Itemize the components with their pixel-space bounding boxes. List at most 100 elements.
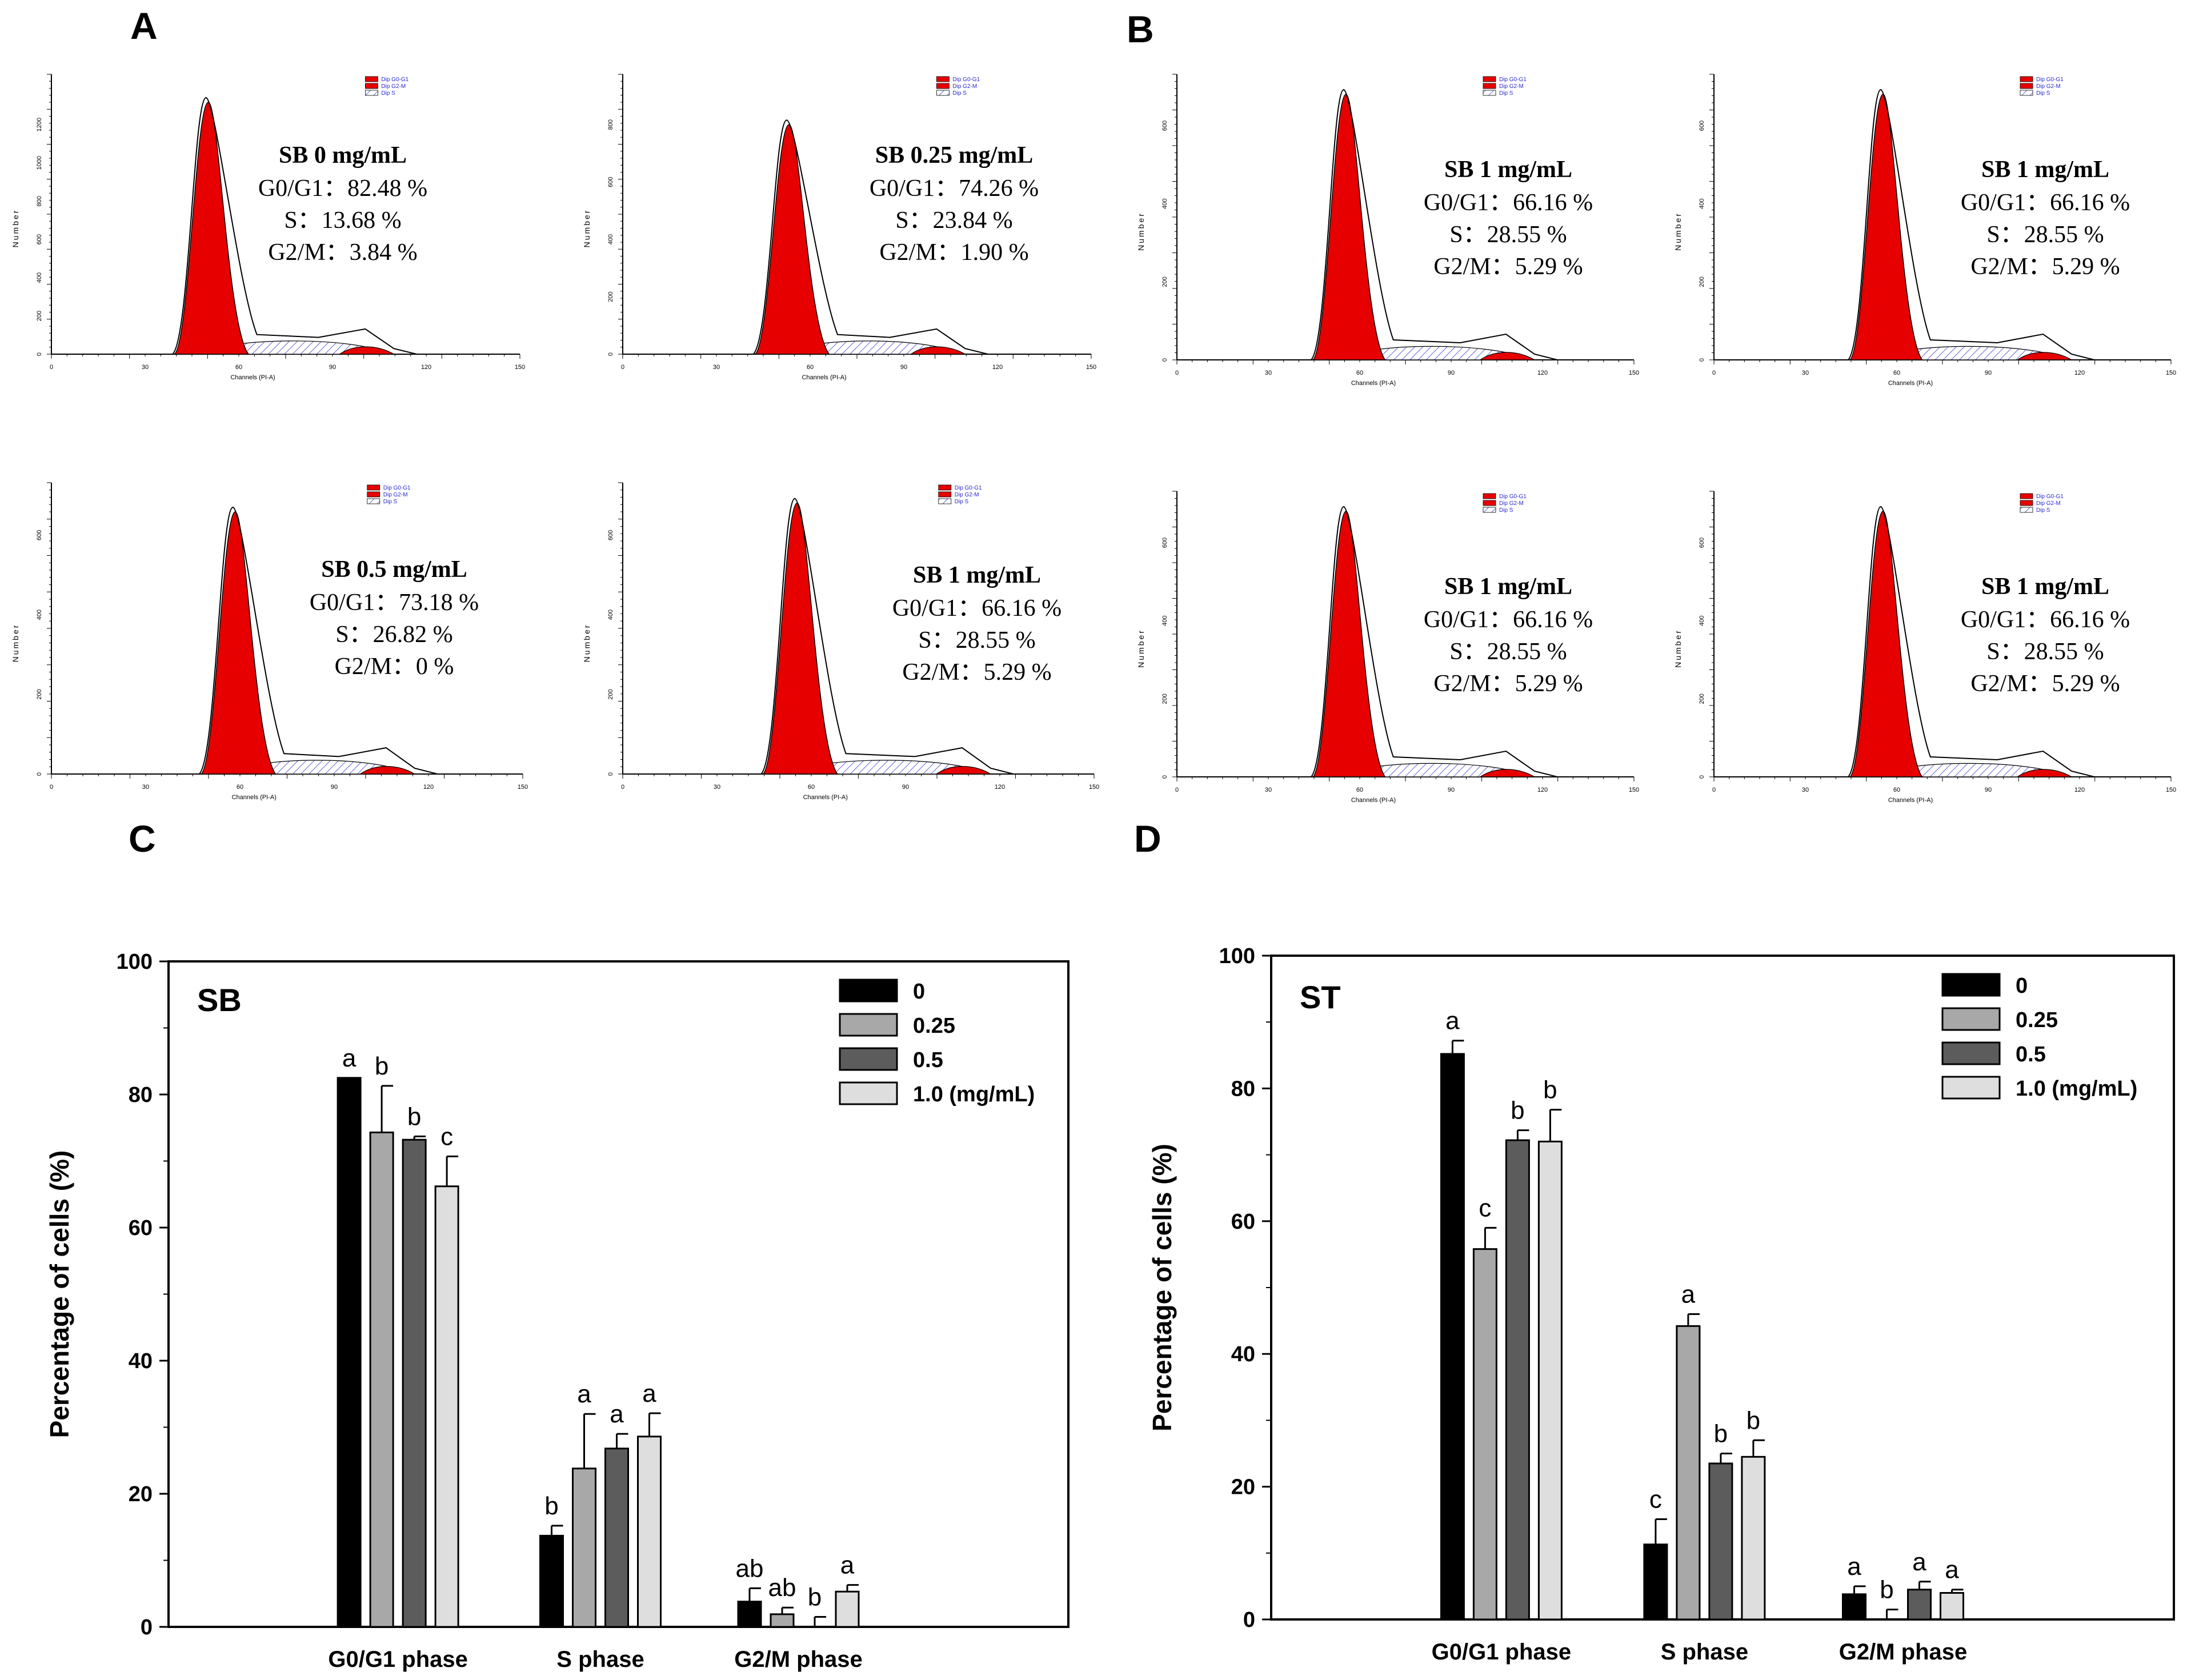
chart-title: SB [197,982,242,1018]
y-tick-label: 200 [607,689,614,699]
significance-letter: a [1681,1280,1696,1308]
g0g1-percent: G0/G1：66.16 % [1961,190,2130,216]
y-tick-label: 200 [36,689,43,699]
bar-g0-g1-phase-0 [337,1077,362,1628]
legend-item-label: Dip G0-G1 [955,485,982,491]
legend-item-label: Dip G2-M [952,83,977,90]
s-percent: S：23.84 % [895,207,1012,234]
significance-letter: a [610,1400,624,1428]
x-tick-label: 0 [1712,370,1716,376]
bar-g0-g1-phase-2 [402,1138,427,1628]
x-tick-label: 150 [1629,787,1639,793]
g2m-peak [1479,769,1536,777]
legend-swatch [1941,973,2001,997]
y-tick-label: 20 [129,1482,153,1506]
y-tick-label: 400 [1161,615,1168,626]
histogram-envelope [172,97,417,355]
g0g1-percent: G0/G1：74.26 % [870,175,1039,202]
legend-swatch [839,1013,898,1037]
category-label: G0/G1 phase [1432,1639,1572,1665]
g2m-peak [910,346,967,355]
y-axis-label: Number [1673,212,1683,251]
legend-swatch [839,979,898,1003]
histogram-envelope [1311,89,1558,360]
bar-legend: 0 0.25 0.5 1.0 (mg/mL) [1941,973,2137,1101]
x-tick-label: 30 [1265,370,1272,376]
x-tick-label: 60 [1893,370,1900,376]
legend-item-label: Dip S [2036,90,2050,97]
g0g1-percent: G0/G1：73.18 % [310,590,479,616]
y-tick-label: 80 [1231,1077,1255,1101]
g0g1-percent: G0/G1：66.16 % [1424,607,1593,633]
y-tick-label: 100 [1219,944,1255,968]
legend-label: 0.5 [2016,1043,2046,1066]
y-tick-label: 200 [1161,693,1168,704]
y-tick-label: 400 [1699,615,1705,626]
significance-letter: b [1511,1097,1524,1125]
significance-letter: a [642,1380,656,1408]
y-tick-label: 40 [1231,1342,1255,1366]
y-tick-label: 200 [1699,693,1705,704]
y-tick-label: 600 [36,530,43,540]
y-axis-label: Number [1136,629,1145,668]
panel-label-b: B [1127,8,1154,50]
legend-item-label: Dip G2-M [381,83,406,90]
s-percent: S：28.55 % [1986,222,2104,248]
y-tick-label: 0 [36,772,43,776]
x-tick-label: 0 [621,784,624,791]
significance-letter: a [1847,1553,1861,1581]
y-tick-label: 600 [607,530,614,540]
histogram-a2: 0 30 60 90 120 150 0 200 400 600 800 Channels (PI-A… [582,74,1096,381]
category-label: S phase [556,1647,644,1672]
x-tick-label: 30 [1802,787,1809,793]
x-tick-label: 60 [1893,787,1900,793]
y-tick-label: 80 [129,1083,153,1107]
x-tick-label: 0 [1712,787,1716,793]
x-tick-label: 0 [50,364,53,371]
bar-s-phase-3 [1741,1456,1766,1621]
x-axis-label: Channels (PI-A) [1351,797,1396,804]
x-tick-label: 30 [1802,370,1809,376]
g2m-percent: G2/M：0 % [335,653,454,680]
legend-item-label: Dip G0-G1 [2036,77,2064,83]
histogram-annotation: SB 1 mg/mL G0/G1：66.16 % S：28.55 % G2/M：5.2… [1961,574,2130,697]
x-tick-label: 0 [50,784,53,791]
significance-letter: a [1445,1007,1460,1035]
legend-item-label: Dip G0-G1 [1499,77,1527,83]
y-tick-label: 400 [1699,198,1705,209]
significance-letter: a [840,1551,855,1579]
legend-label: 0.25 [2016,1008,2058,1032]
bar-s-phase-0 [1643,1543,1668,1621]
x-axis-label: Channels (PI-A) [802,374,846,381]
legend-item-label: Dip G0-G1 [383,485,411,491]
histogram-title: SB 0.25 mg/mL [875,142,1034,169]
x-tick-label: 120 [2074,370,2085,376]
s-percent: S：28.55 % [918,627,1035,653]
x-tick-label: 0 [1175,787,1179,793]
legend-item-label: Dip S [952,90,967,97]
legend-swatch [1941,1007,2001,1031]
histogram-envelope [760,498,1014,775]
y-tick-label: 400 [607,234,614,244]
bar-g2-m-phase-2 [1907,1589,1932,1621]
significance-letter: b [407,1102,421,1130]
histogram-envelope [1848,506,2095,777]
significance-letter: c [1479,1194,1491,1222]
legend-item-label: Dip G0-G1 [2036,494,2064,500]
significance-letter: a [1912,1548,1926,1576]
histogram-title: SB 0.5 mg/mL [321,556,467,583]
legend-item-label: Dip G2-M [1499,500,1524,507]
legend-item-label: Dip G0-G1 [1499,494,1527,500]
y-tick-label: 1200 [36,118,43,131]
y-axis-label: Number [1673,629,1683,668]
x-tick-label: 150 [2166,370,2176,376]
y-tick-label: 400 [1161,198,1168,209]
y-tick-label: 0 [36,352,43,356]
x-axis-label: Channels (PI-A) [1351,380,1396,387]
g2m-percent: G2/M：5.29 % [1970,254,2120,280]
